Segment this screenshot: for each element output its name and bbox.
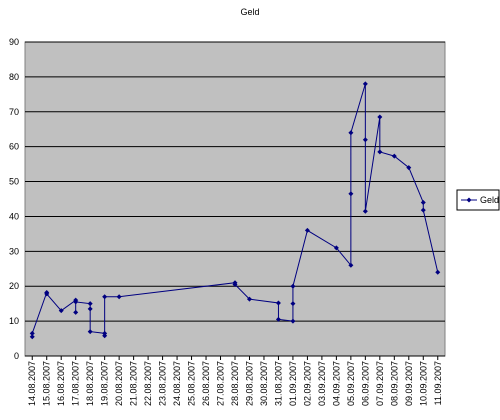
x-tick-label: 27.08.2007 bbox=[216, 361, 226, 406]
x-tick-label: 29.08.2007 bbox=[244, 361, 254, 406]
marker bbox=[304, 227, 310, 233]
marker bbox=[87, 329, 93, 335]
x-tick-label: 10.09.2007 bbox=[418, 361, 428, 406]
marker bbox=[116, 294, 122, 300]
marker bbox=[73, 309, 79, 315]
marker bbox=[290, 283, 296, 289]
x-tick-label: 02.09.2007 bbox=[302, 361, 312, 406]
marker bbox=[348, 191, 354, 197]
marker bbox=[362, 81, 368, 87]
x-tick-label: 18.08.2007 bbox=[85, 361, 95, 406]
x-tick-label: 30.08.2007 bbox=[259, 361, 269, 406]
marker bbox=[290, 301, 296, 307]
marker bbox=[348, 130, 354, 136]
marker bbox=[102, 333, 108, 339]
marker bbox=[275, 300, 281, 306]
x-tick-label: 08.09.2007 bbox=[389, 361, 399, 406]
y-tick-label: 60 bbox=[9, 142, 19, 152]
legend bbox=[456, 189, 500, 211]
marker bbox=[58, 308, 64, 314]
legend-label: Geld bbox=[480, 195, 499, 205]
marker bbox=[406, 165, 412, 171]
marker bbox=[73, 299, 79, 305]
marker bbox=[333, 245, 339, 251]
x-tick-label: 31.08.2007 bbox=[273, 361, 283, 406]
marker bbox=[420, 207, 426, 213]
marker bbox=[232, 281, 238, 287]
y-tick-label: 20 bbox=[9, 281, 19, 291]
marker bbox=[29, 330, 35, 336]
plot-area bbox=[24, 41, 446, 357]
x-tick-label: 19.08.2007 bbox=[100, 361, 110, 406]
y-tick-label: 50 bbox=[9, 177, 19, 187]
chart-title: Geld bbox=[240, 7, 259, 17]
x-tick-label: 07.09.2007 bbox=[375, 361, 385, 406]
x-tick-label: 11.09.2007 bbox=[433, 361, 443, 405]
x-tick-label: 22.08.2007 bbox=[143, 361, 153, 406]
x-tick-label: 20.08.2007 bbox=[114, 361, 124, 406]
marker bbox=[348, 262, 354, 268]
legend-marker bbox=[466, 197, 472, 203]
x-tick-label: 09.09.2007 bbox=[404, 361, 414, 406]
x-tick-label: 06.09.2007 bbox=[360, 361, 370, 406]
marker bbox=[362, 137, 368, 143]
marker bbox=[102, 294, 108, 300]
x-tick-label: 03.09.2007 bbox=[317, 361, 327, 406]
x-tick-label: 24.08.2007 bbox=[172, 361, 182, 406]
x-tick-label: 05.09.2007 bbox=[346, 361, 356, 406]
marker bbox=[362, 208, 368, 214]
marker bbox=[290, 318, 296, 324]
marker bbox=[275, 316, 281, 322]
x-tick-label: 23.08.2007 bbox=[158, 361, 168, 406]
x-tick-label: 04.09.2007 bbox=[331, 361, 341, 406]
y-tick-label: 40 bbox=[9, 211, 19, 221]
marker bbox=[377, 114, 383, 120]
marker bbox=[87, 306, 93, 312]
y-tick-label: 30 bbox=[9, 246, 19, 256]
marker bbox=[435, 269, 441, 275]
marker bbox=[29, 334, 35, 340]
marker bbox=[246, 296, 252, 302]
marker bbox=[87, 301, 93, 307]
x-tick-label: 14.08.2007 bbox=[27, 361, 37, 406]
y-tick-label: 90 bbox=[9, 37, 19, 47]
x-tick-label: 21.08.2007 bbox=[129, 361, 139, 406]
marker bbox=[44, 291, 50, 297]
y-tick-label: 70 bbox=[9, 107, 19, 117]
y-tick-label: 80 bbox=[9, 72, 19, 82]
x-tick-label: 01.09.2007 bbox=[288, 361, 298, 406]
marker bbox=[391, 153, 397, 159]
y-tick-label: 0 bbox=[14, 351, 19, 361]
x-tick-label: 28.08.2007 bbox=[230, 361, 240, 406]
x-tick-label: 16.08.2007 bbox=[56, 361, 66, 406]
marker bbox=[377, 149, 383, 155]
y-tick-label: 10 bbox=[9, 316, 19, 326]
x-tick-label: 15.08.2007 bbox=[42, 361, 52, 406]
x-tick-label: 17.08.2007 bbox=[71, 361, 81, 406]
x-tick-label: 25.08.2007 bbox=[187, 361, 197, 406]
x-tick-label: 26.08.2007 bbox=[201, 361, 211, 406]
marker bbox=[420, 199, 426, 205]
